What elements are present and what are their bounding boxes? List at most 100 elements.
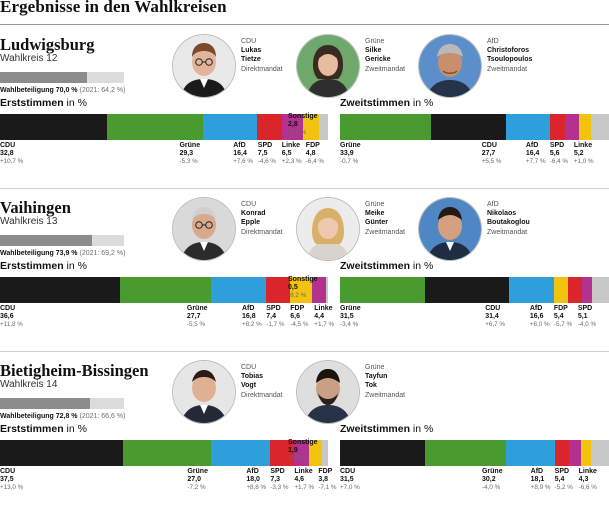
bar-segment-gruene bbox=[424, 440, 506, 466]
party-name: Linke bbox=[314, 305, 333, 312]
candidate-photo bbox=[419, 198, 481, 260]
bar-label-gruene: Grüne 30,2 -4,0 % bbox=[482, 468, 503, 492]
bar-segment-afd bbox=[210, 277, 266, 303]
party-value: 37,5 bbox=[0, 476, 14, 484]
party-name: AfD bbox=[525, 142, 539, 149]
party-name: AfD bbox=[530, 468, 544, 475]
bar-segment-fdp bbox=[578, 114, 591, 140]
party-change: -3,3 % bbox=[270, 484, 289, 492]
turnout-previous: (2021: 64,2 %) bbox=[79, 87, 126, 94]
candidate-photo bbox=[297, 361, 359, 423]
candidate-mandate: Zweitmandat bbox=[365, 228, 406, 236]
turnout-text: Wahlbeteiligung 73,9 % (2021: 69,2 %) bbox=[0, 250, 125, 257]
unit-label: in % bbox=[410, 260, 434, 272]
party-name: FDP bbox=[290, 305, 305, 312]
party-change: -5,7 % bbox=[553, 321, 573, 329]
bar-label-gruene: Grüne 31,5 -3,4 % bbox=[340, 305, 361, 329]
party-value: 7,5 bbox=[257, 150, 268, 158]
first-votes-heading: Erststimmen bbox=[0, 260, 64, 272]
bar-segment-linke bbox=[294, 440, 310, 466]
turnout-fill bbox=[0, 235, 92, 246]
party-value: 5,1 bbox=[577, 313, 588, 321]
party-name: Grüne bbox=[179, 142, 201, 149]
district-name: Vaihingen bbox=[0, 198, 71, 217]
first-votes-title: Erststimmen in % bbox=[0, 423, 87, 435]
first-votes-heading: Erststimmen bbox=[0, 97, 64, 109]
turnout-label: Wahlbeteiligung 73,9 % bbox=[0, 250, 78, 257]
turnout-fill bbox=[0, 398, 91, 409]
bar-label-afd: AfD 16,8 +8,2 % bbox=[242, 305, 262, 329]
party-name: CDU bbox=[340, 468, 356, 475]
party-value: 4,3 bbox=[578, 476, 589, 484]
unit-label: in % bbox=[410, 423, 434, 435]
bar-label-gruene: Grüne 33,9 -0,7 % bbox=[340, 142, 361, 166]
turnout-label: Wahlbeteiligung 70,0 % bbox=[0, 87, 78, 94]
stacked-bar: Grüne 31,5 -3,4 % CDU 31,4 +6,7 % AfD 16,6 +8,0 … bbox=[340, 277, 609, 328]
party-change: +8,9 % bbox=[530, 484, 551, 492]
party-change: -6,4 % bbox=[305, 158, 324, 166]
bar-segment-gruene bbox=[340, 277, 425, 303]
bar-label-cdu: CDU 36,6 +11,8 % bbox=[0, 305, 23, 329]
candidate-card: AfD Christoforos Tsoulopoulos Zweitmanda… bbox=[419, 35, 584, 99]
bar-label-afd: AfD 16,6 +8,0 % bbox=[530, 305, 550, 329]
party-change: -7,2 % bbox=[187, 484, 206, 492]
candidate-card: CDU Tobias Vogt Direktmandat bbox=[173, 361, 338, 425]
party-change: +5,5 % bbox=[481, 158, 502, 166]
bar-segment-gruene bbox=[120, 277, 211, 303]
bar-label-fdp: FDP 3,8 -7,1 % bbox=[318, 468, 336, 492]
bar-segment-afd bbox=[203, 114, 258, 140]
party-name: FDP bbox=[305, 142, 320, 149]
party-value: 33,9 bbox=[340, 150, 354, 158]
bar-segment-gruene bbox=[107, 114, 204, 140]
party-value: 18,1 bbox=[530, 476, 545, 484]
turnout-text: Wahlbeteiligung 72,8 % (2021: 66,6 %) bbox=[0, 413, 125, 420]
party-value: 27,7 bbox=[481, 150, 496, 158]
party-value: 32,8 bbox=[0, 150, 14, 158]
party-name: SPD bbox=[266, 305, 281, 312]
party-value: 31,5 bbox=[340, 476, 354, 484]
candidate-first-name: Tayfun bbox=[365, 373, 388, 381]
bar-segment-cdu bbox=[431, 114, 506, 140]
bar-segment-spd bbox=[270, 440, 295, 466]
party-name: SPD bbox=[554, 468, 570, 475]
candidate-first-name: Silke bbox=[365, 47, 382, 55]
party-change: +1,7 % bbox=[314, 321, 335, 329]
candidate-last-name: Günter bbox=[365, 219, 388, 227]
party-name: AfD bbox=[529, 305, 543, 312]
candidate-photo bbox=[173, 198, 235, 260]
party-value: 7,4 bbox=[266, 313, 276, 321]
bar-label-spd: SPD 5,4 -5,2 % bbox=[555, 468, 573, 492]
party-name: CDU bbox=[0, 305, 16, 312]
party-change: +13,0 % bbox=[0, 484, 24, 492]
party-value: 5,4 bbox=[554, 476, 565, 484]
candidate-card: Grüne Silke Gericke Zweitmandat bbox=[297, 35, 462, 99]
candidate-mandate: Direktmandat bbox=[241, 391, 283, 399]
bar-segment-sonstige bbox=[590, 114, 609, 140]
party-value: 16,4 bbox=[233, 150, 247, 158]
candidate-party: Grüne bbox=[365, 201, 385, 208]
candidate-party: CDU bbox=[241, 364, 257, 371]
party-change: -4,0 % bbox=[481, 484, 501, 492]
candidate-photo bbox=[297, 35, 359, 97]
bar-segment-afd bbox=[505, 440, 555, 466]
party-change: +11,8 % bbox=[0, 321, 23, 329]
party-change: -6,4 % bbox=[549, 158, 569, 166]
party-name: AfD bbox=[246, 468, 259, 475]
party-name: Sonstige bbox=[288, 113, 318, 120]
party-value: 6,6 bbox=[290, 313, 300, 321]
bar-label-linke: Linke 4,6 +1,7 % bbox=[294, 468, 314, 492]
bar-label-cdu: CDU 27,7 +5,5 % bbox=[482, 142, 502, 166]
bar-segment-cdu bbox=[424, 277, 510, 303]
turnout-text: Wahlbeteiligung 70,0 % (2021: 64,2 %) bbox=[0, 87, 125, 94]
party-name: CDU bbox=[485, 305, 501, 312]
candidate-first-name: Tobias bbox=[241, 373, 264, 381]
party-name: FDP bbox=[553, 305, 568, 312]
candidate-photo bbox=[419, 35, 481, 97]
party-name: Sonstige bbox=[288, 276, 318, 283]
district-name: Ludwigsburg bbox=[0, 35, 95, 54]
turnout-fill bbox=[0, 72, 87, 83]
party-value: 16,8 bbox=[242, 313, 256, 321]
candidate-card: Grüne Meike Günter Zweitmandat bbox=[297, 198, 462, 262]
district-name: Bietigheim-Bissingen bbox=[0, 361, 149, 380]
candidate-party: Grüne bbox=[365, 364, 385, 371]
